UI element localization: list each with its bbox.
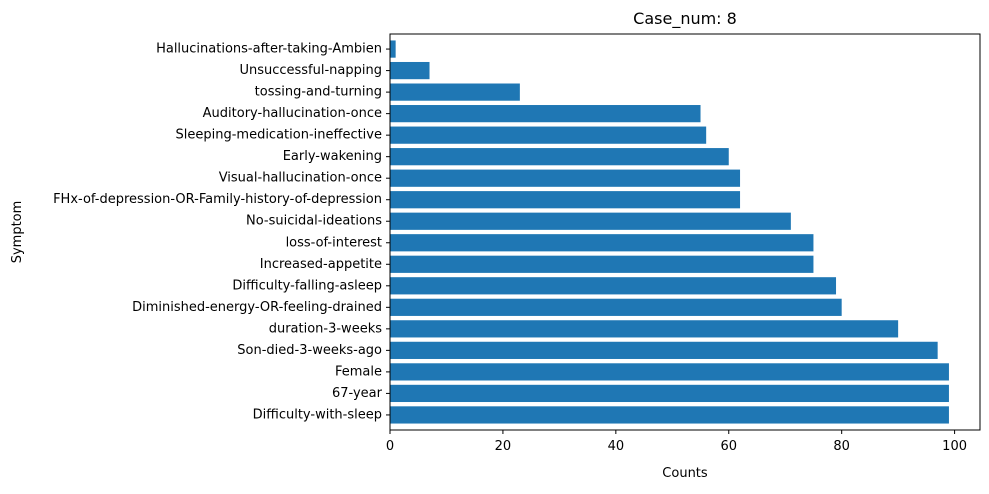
bar bbox=[390, 234, 814, 252]
bar bbox=[390, 148, 729, 166]
y-ticks-layer: Difficulty-with-sleep 67-year Female Son-di… bbox=[53, 42, 390, 422]
y-tick-label: No-suicidal-ideations bbox=[246, 214, 382, 229]
x-tick-label: 40 bbox=[608, 439, 625, 454]
bar bbox=[390, 320, 899, 338]
x-tick-label: 100 bbox=[942, 439, 967, 454]
bars-layer bbox=[390, 40, 949, 424]
bar bbox=[390, 126, 707, 144]
bar bbox=[390, 341, 938, 359]
bar bbox=[390, 363, 949, 381]
y-tick-label: Difficulty-falling-asleep bbox=[232, 278, 382, 293]
chart-title: Case_num: 8 bbox=[633, 9, 737, 29]
bar bbox=[390, 406, 949, 424]
bar bbox=[390, 255, 814, 273]
y-tick-label: Diminished-energy-OR-feeling-drained bbox=[132, 300, 382, 315]
bar bbox=[390, 384, 949, 403]
y-tick-label: Sleeping-medication-ineffective bbox=[176, 128, 383, 143]
y-tick-label: Female bbox=[335, 364, 382, 379]
bar bbox=[390, 61, 430, 80]
y-tick-label: Auditory-hallucination-once bbox=[203, 106, 382, 121]
y-tick-label: Visual-hallucination-once bbox=[219, 171, 382, 186]
bar bbox=[390, 298, 842, 316]
bar bbox=[390, 83, 520, 101]
y-tick-label: Early-wakening bbox=[283, 149, 382, 164]
x-axis-label: Counts bbox=[662, 466, 708, 481]
bar bbox=[390, 212, 791, 230]
y-tick-label: duration-3-weeks bbox=[269, 321, 383, 336]
y-tick-label: Increased-appetite bbox=[260, 257, 382, 272]
plot-frame bbox=[389, 33, 981, 431]
y-axis-label: Symptom bbox=[10, 201, 25, 264]
x-tick-label: 0 bbox=[386, 439, 394, 454]
y-tick-label: Unsuccessful-napping bbox=[239, 63, 382, 78]
y-tick-label: Son-died-3-weeks-ago bbox=[237, 343, 382, 358]
bar bbox=[390, 40, 396, 58]
bar bbox=[390, 105, 701, 123]
y-tick-label: Hallucinations-after-taking-Ambien bbox=[156, 42, 382, 57]
x-tick-label: 20 bbox=[495, 439, 512, 454]
x-tick-label: 60 bbox=[720, 439, 737, 454]
bar bbox=[390, 191, 741, 209]
x-ticks-layer: 0 20 40 60 80 100 bbox=[386, 430, 967, 454]
y-tick-label: Difficulty-with-sleep bbox=[253, 407, 382, 422]
y-tick-label: 67-year bbox=[332, 386, 383, 401]
y-tick-label: tossing-and-turning bbox=[255, 85, 382, 100]
y-tick-label: FHx-of-depression-OR-Family-history-of-d… bbox=[53, 192, 382, 207]
x-tick-label: 80 bbox=[833, 439, 850, 454]
bar bbox=[390, 169, 741, 187]
bar bbox=[390, 277, 837, 295]
y-tick-label: loss-of-interest bbox=[286, 235, 382, 250]
